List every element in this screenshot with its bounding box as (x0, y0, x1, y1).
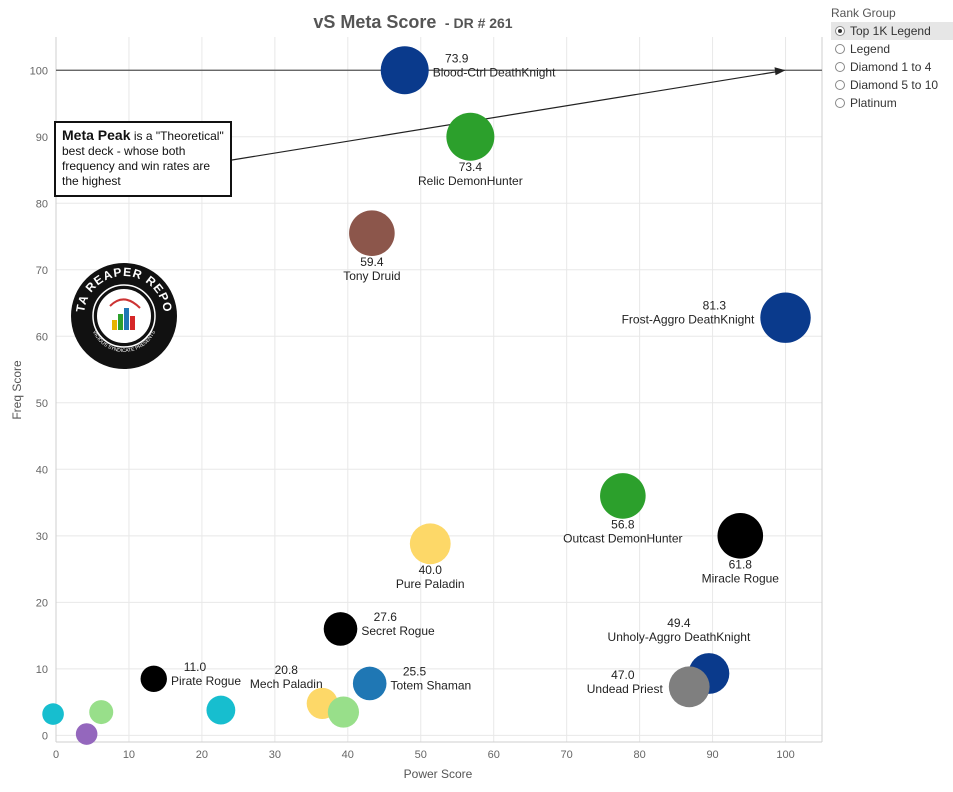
data-point[interactable] (668, 666, 710, 708)
x-tick-label: 100 (776, 749, 794, 761)
point-name-label: Undead Priest (587, 682, 664, 696)
x-tick-label: 50 (415, 749, 427, 761)
point-name-label: Blood-Ctrl DeathKnight (433, 65, 556, 79)
radio-icon[interactable] (835, 80, 845, 90)
legend-option-label: Platinum (850, 96, 897, 110)
data-point[interactable] (760, 292, 811, 343)
data-point[interactable] (352, 666, 387, 701)
point-name-label: Frost-Aggro DeathKnight (622, 313, 755, 327)
y-tick-label: 80 (36, 198, 48, 210)
point-value-label: 61.8 (729, 558, 753, 572)
x-tick-label: 0 (53, 749, 59, 761)
data-points (42, 46, 811, 745)
y-tick-label: 90 (36, 132, 48, 144)
point-name-label: Unholy-Aggro DeathKnight (608, 630, 751, 644)
data-point[interactable] (206, 695, 236, 725)
x-tick-label: 10 (123, 749, 135, 761)
legend-option[interactable]: Platinum (831, 94, 953, 112)
point-name-label: Totem Shaman (390, 678, 471, 692)
radio-icon[interactable] (835, 44, 845, 54)
point-value-label: 27.6 (374, 610, 398, 624)
logo-icon: DATA REAPER REPORT VICIOUS SYNDICATE PRE… (65, 251, 177, 369)
chart-title-main: vS Meta Score (313, 12, 436, 32)
y-axis-label: Freq Score (10, 360, 24, 420)
y-tick-label: 40 (36, 464, 48, 476)
point-name-label: Relic DemonHunter (418, 174, 523, 188)
legend-option-label: Top 1K Legend (850, 24, 931, 38)
point-value-label: 49.4 (667, 616, 691, 630)
point-name-label: Secret Rogue (361, 624, 435, 638)
point-value-label: 59.4 (360, 255, 384, 269)
meta-peak-line-group (56, 67, 822, 161)
data-point[interactable] (42, 703, 64, 725)
point-name-label: Tony Druid (343, 269, 400, 283)
data-point[interactable] (327, 696, 360, 728)
point-name-label: Mech Paladin (250, 677, 323, 691)
point-value-label: 73.9 (445, 51, 469, 65)
point-name-label: Pure Paladin (396, 577, 465, 591)
data-point[interactable] (140, 665, 167, 693)
chart-subtitle: - (445, 15, 454, 31)
y-tick-label: 100 (30, 65, 48, 77)
x-axis-label: Power Score (404, 767, 473, 781)
data-point[interactable] (380, 46, 429, 95)
radio-icon[interactable] (835, 98, 845, 108)
meta-peak-annotation: Meta Peak is a "Theoretical" best deck -… (54, 121, 232, 197)
point-value-label: 40.0 (419, 563, 443, 577)
data-point[interactable] (349, 210, 395, 257)
legend-option[interactable]: Diamond 5 to 10 (831, 76, 953, 94)
y-tick-label: 10 (36, 664, 48, 676)
y-tick-label: 60 (36, 331, 48, 343)
data-point[interactable] (323, 612, 358, 646)
x-tick-label: 20 (196, 749, 208, 761)
radio-icon[interactable] (835, 62, 845, 72)
legend-option-label: Legend (850, 42, 891, 56)
point-name-label: Miracle Rogue (702, 572, 780, 586)
point-value-label: 56.8 (611, 518, 635, 532)
data-reaper-logo: DATA REAPER REPORT VICIOUS SYNDICATE PRE… (65, 251, 178, 370)
point-value-label: 11.0 (184, 660, 207, 674)
point-value-label: 25.5 (403, 664, 427, 678)
legend-option[interactable]: Top 1K Legend (831, 22, 953, 40)
x-tick-label: 30 (269, 749, 281, 761)
legend-option-label: Diamond 1 to 4 (850, 60, 932, 74)
legend-option[interactable]: Legend (831, 40, 953, 58)
point-name-label: Pirate Rogue (171, 674, 241, 688)
point-value-label: 47.0 (611, 668, 635, 682)
annotation-text: is a "Theoretical" best deck - whose bot… (62, 129, 224, 188)
meta-peak-arrow (231, 70, 780, 161)
data-point[interactable] (75, 723, 98, 745)
y-tick-label: 50 (36, 398, 48, 410)
legend-title: Rank Group (831, 6, 896, 20)
radio-icon[interactable] (835, 26, 845, 36)
chart-subtitle-text: DR # 261 (453, 15, 512, 31)
chart-title: vS Meta Score - DR # 261 (313, 12, 512, 32)
data-point[interactable] (446, 112, 495, 161)
point-value-label: 81.3 (703, 299, 727, 313)
x-tick-label: 80 (633, 749, 645, 761)
arrow-head-icon (774, 67, 786, 76)
y-tick-label: 0 (42, 730, 48, 742)
legend-option-label: Diamond 5 to 10 (850, 78, 939, 92)
data-point[interactable] (409, 523, 451, 565)
x-tick-label: 70 (561, 749, 573, 761)
rank-group-legend: Rank Group Top 1K Legend Legend Diamond 1 … (831, 6, 953, 112)
point-value-label: 20.8 (275, 663, 299, 677)
x-tick-label: 60 (488, 749, 500, 761)
point-name-label: Outcast DemonHunter (563, 532, 682, 546)
point-value-label: 73.4 (459, 160, 483, 174)
data-point[interactable] (717, 513, 764, 559)
y-tick-label: 20 (36, 597, 48, 609)
legend-option[interactable]: Diamond 1 to 4 (831, 58, 953, 76)
y-tick-label: 30 (36, 531, 48, 543)
y-tick-label: 70 (36, 265, 48, 277)
data-point[interactable] (89, 700, 114, 725)
x-tick-label: 40 (342, 749, 354, 761)
legend-options: Top 1K Legend Legend Diamond 1 to 4 Diamond… (831, 22, 953, 112)
x-tick-label: 90 (706, 749, 718, 761)
data-point[interactable] (600, 473, 646, 519)
annotation-bold: Meta Peak (62, 127, 131, 143)
